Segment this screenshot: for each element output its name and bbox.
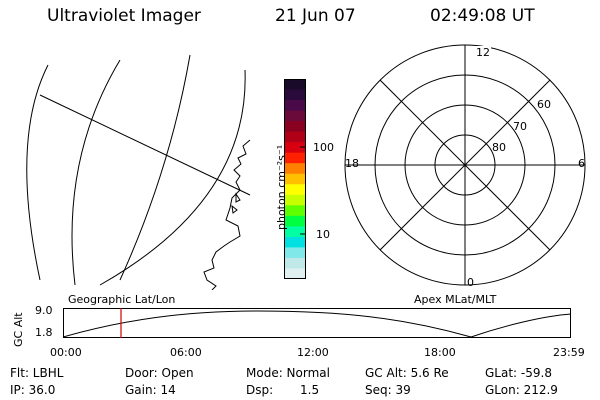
colorbar-band bbox=[284, 152, 306, 164]
timeline-y-tick-max: 9.0 bbox=[35, 304, 53, 317]
app-title: Ultraviolet Imager bbox=[47, 6, 201, 26]
coastline bbox=[231, 204, 238, 214]
timeline-left-label: Geographic Lat/Lon bbox=[68, 293, 176, 306]
coastline bbox=[235, 192, 241, 203]
time-label: 02:49:08 UT bbox=[430, 6, 535, 26]
info-seq: Seq: 39 bbox=[365, 383, 411, 397]
colorbar-band bbox=[284, 236, 306, 248]
info-gc-alt: GC Alt: 5.6 Re bbox=[365, 366, 449, 380]
mlt-label-0: 0 bbox=[467, 276, 474, 289]
info-mode: Mode: Normal bbox=[246, 366, 330, 380]
colorbar bbox=[284, 79, 306, 279]
info-gain: Gain: 14 bbox=[125, 383, 176, 397]
date-label: 21 Jun 07 bbox=[275, 6, 356, 26]
longitude-line bbox=[39, 94, 251, 196]
timeline-plot bbox=[63, 308, 572, 338]
lat-label-60: 60 bbox=[537, 98, 551, 111]
colorbar-band bbox=[284, 163, 306, 175]
timeline-right-label: Apex MLat/MLT bbox=[414, 293, 497, 306]
colorbar-band bbox=[284, 226, 306, 238]
colorbar-band bbox=[284, 142, 306, 154]
lat-label-80: 80 bbox=[492, 141, 506, 154]
colorbar-band bbox=[284, 194, 306, 206]
info-dsp-value: 1.5 bbox=[300, 383, 320, 397]
colorbar-unit-label: photon cm⁻²s⁻¹ bbox=[275, 144, 288, 230]
lat-label-70: 70 bbox=[513, 120, 527, 133]
timeline-y-axis-label: GC Alt bbox=[12, 312, 25, 347]
colorbar-band bbox=[284, 110, 306, 122]
colorbar-tick-100: 100 bbox=[313, 141, 334, 154]
colorbar-band bbox=[284, 89, 306, 101]
timeline-x-tick-1800: 18:00 bbox=[424, 346, 456, 359]
info-flt: Flt: LBHL bbox=[10, 366, 64, 380]
colorbar-band bbox=[284, 247, 306, 259]
colorbar-band bbox=[284, 79, 306, 91]
mlt-label-12: 12 bbox=[475, 46, 491, 59]
latitude-arc bbox=[119, 54, 191, 281]
colorbar-band bbox=[284, 100, 306, 112]
info-door: Door: Open bbox=[125, 366, 194, 380]
colorbar-band bbox=[284, 215, 306, 227]
latitude-arc bbox=[26, 64, 49, 281]
colorbar-band bbox=[284, 268, 306, 279]
info-glat: GLat: -59.8 bbox=[485, 366, 552, 380]
colorbar-tick-10: 10 bbox=[316, 228, 330, 241]
timeline-x-tick-1200: 12:00 bbox=[297, 346, 329, 359]
info-glon: GLon: 212.9 bbox=[485, 383, 558, 397]
colorbar-band bbox=[284, 205, 306, 217]
colorbar-band bbox=[284, 184, 306, 196]
latitude-arc bbox=[99, 69, 246, 286]
info-dsp-label: Dsp: bbox=[246, 383, 274, 397]
geographic-map bbox=[26, 54, 251, 290]
timeline-x-tick-0000: 00:00 bbox=[50, 346, 82, 359]
colorbar-band bbox=[284, 131, 306, 143]
polar-plot bbox=[344, 44, 586, 286]
coastline bbox=[203, 139, 251, 290]
altitude-curve bbox=[63, 310, 572, 338]
timeline-x-tick-2359: 23:59 bbox=[553, 346, 585, 359]
mlt-label-6: 6 bbox=[578, 157, 585, 170]
mlt-label-18: 18 bbox=[345, 157, 359, 170]
colorbar-band bbox=[284, 257, 306, 269]
colorbar-band bbox=[284, 173, 306, 185]
info-ip: IP: 36.0 bbox=[10, 383, 56, 397]
timeline-x-tick-0600: 06:00 bbox=[170, 346, 202, 359]
timeline-y-tick-min: 1.8 bbox=[35, 326, 53, 339]
latitude-arc bbox=[71, 59, 121, 286]
colorbar-band bbox=[284, 121, 306, 133]
